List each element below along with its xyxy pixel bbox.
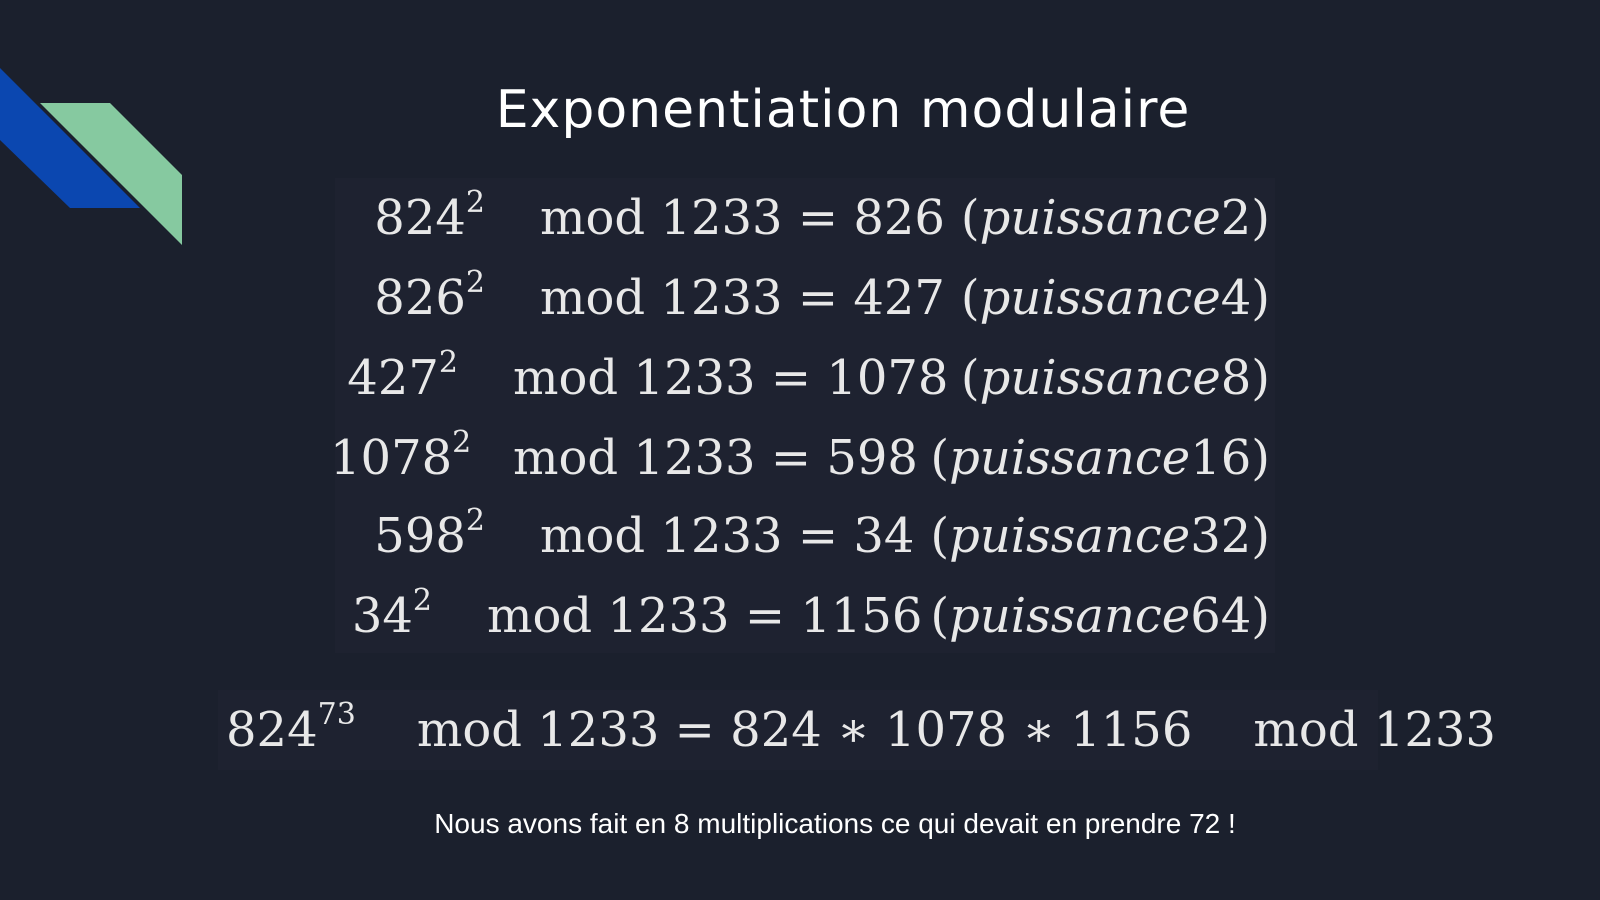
corner-decoration <box>0 68 182 245</box>
final-mod-end: mod 1233 <box>1253 702 1496 758</box>
equation-base: 5982 <box>374 503 485 565</box>
equation-mod: mod 1233 = 34 <box>540 508 915 564</box>
equation-result: 427 <box>853 270 945 326</box>
equation-label: (puissance32) <box>930 508 1270 564</box>
equation-row: 4272 mod 1233 = 1078 (puissance8) <box>330 345 1270 416</box>
equation-mod: mod 1233 = 427 <box>540 270 945 326</box>
equation-base: 8242 <box>374 185 485 247</box>
equation-label: (puissance4) <box>960 270 1270 326</box>
equation-result: 1078 <box>826 350 949 406</box>
equation-base: 342 <box>351 583 432 645</box>
equation-label: (puissance64) <box>930 588 1270 644</box>
equation-base: 4272 <box>347 345 458 407</box>
equation-row: 10782 mod 1233 = 598 (puissance16) <box>330 425 1270 496</box>
equation-mod: mod 1233 = 598 <box>513 430 918 486</box>
conclusion-note: Nous avons fait en 8 multiplications ce … <box>434 808 1236 839</box>
final-rhs: = 824 ∗ 1078 ∗ 1156 <box>674 702 1193 758</box>
equations-panel <box>335 178 1275 653</box>
equation-base: 10782 <box>330 425 472 487</box>
equation-label: (puissance8) <box>960 350 1270 406</box>
equation-result: 598 <box>826 430 918 486</box>
slide-title: Exponentiation modulaire <box>495 80 1191 140</box>
final-mod: mod 1233 <box>416 702 660 758</box>
equation-row: 8242 mod 1233 = 826 (puissance2) <box>330 185 1270 256</box>
equation-mod: mod 1233 = 1078 <box>513 350 949 406</box>
equation-mod: mod 1233 = 826 <box>540 190 945 246</box>
final-base: 82473 <box>226 697 356 759</box>
equation-result: 1156 <box>800 588 923 644</box>
equation-row: 5982 mod 1233 = 34 (puissance32) <box>330 503 1270 574</box>
blue-stripe <box>0 68 140 208</box>
final-equation-panel <box>218 690 1378 770</box>
equation-label: (puissance2) <box>960 190 1270 246</box>
equation-row: 8262 mod 1233 = 427 (puissance4) <box>330 265 1270 336</box>
green-stripe <box>40 103 182 245</box>
equation-base: 8262 <box>374 265 485 327</box>
equation-mod: mod 1233 = 1156 <box>487 588 923 644</box>
equation-row: 342 mod 1233 = 1156 (puissance64) <box>330 583 1270 654</box>
equation-result: 826 <box>853 190 945 246</box>
equation-label: (puissance16) <box>930 430 1270 486</box>
equation-result: 34 <box>853 508 915 564</box>
final-equation: 82473 mod 1233 = 824 ∗ 1078 ∗ 1156 mod 1… <box>226 697 1496 759</box>
